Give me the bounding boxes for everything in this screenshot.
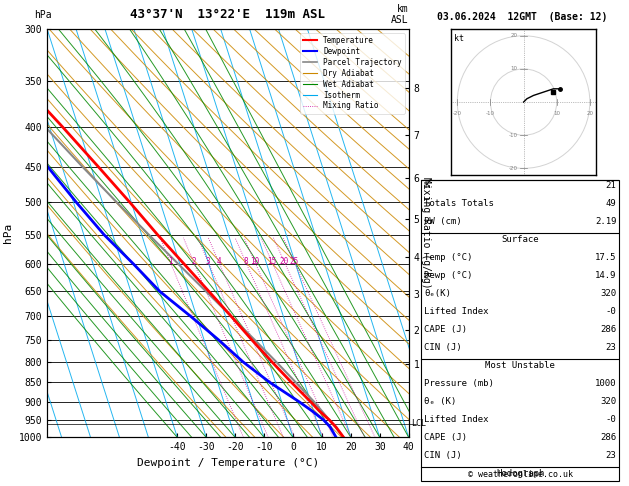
Text: K: K [425, 181, 430, 191]
Text: km
ASL: km ASL [391, 4, 409, 25]
Text: 03.06.2024  12GMT  (Base: 12): 03.06.2024 12GMT (Base: 12) [437, 12, 607, 22]
Text: PW (cm): PW (cm) [425, 217, 462, 226]
Text: 3: 3 [206, 257, 210, 266]
Text: 23: 23 [606, 343, 616, 352]
Text: Hodograph: Hodograph [496, 469, 545, 478]
Text: Pressure (mb): Pressure (mb) [425, 379, 494, 388]
Text: -0: -0 [606, 307, 616, 316]
Text: θₑ (K): θₑ (K) [425, 397, 457, 406]
Text: 43°37'N  13°22'E  119m ASL: 43°37'N 13°22'E 119m ASL [130, 8, 325, 21]
Text: 23: 23 [606, 451, 616, 460]
Text: 320: 320 [600, 397, 616, 406]
Text: 286: 286 [600, 433, 616, 442]
Text: 10: 10 [511, 67, 518, 71]
Y-axis label: Mixing Ratio (g/kg): Mixing Ratio (g/kg) [421, 177, 431, 289]
Text: -10: -10 [509, 133, 518, 138]
Text: CAPE (J): CAPE (J) [425, 325, 467, 334]
Text: 20: 20 [586, 111, 593, 116]
Text: 20: 20 [279, 257, 289, 266]
Text: 2.19: 2.19 [595, 217, 616, 226]
Text: CIN (J): CIN (J) [425, 343, 462, 352]
Text: 21: 21 [606, 181, 616, 191]
Text: Totals Totals: Totals Totals [425, 199, 494, 208]
Text: 15: 15 [267, 257, 276, 266]
Text: 14.9: 14.9 [595, 271, 616, 280]
Text: LCL: LCL [411, 419, 426, 428]
Text: 20: 20 [511, 33, 518, 38]
Y-axis label: hPa: hPa [3, 223, 13, 243]
Text: -10: -10 [486, 111, 495, 116]
Text: 10: 10 [554, 111, 560, 116]
Text: 17.5: 17.5 [595, 253, 616, 262]
Text: -20: -20 [453, 111, 462, 116]
Text: 10: 10 [250, 257, 259, 266]
Text: © weatheronline.co.uk: © weatheronline.co.uk [468, 469, 573, 479]
Text: 320: 320 [600, 289, 616, 298]
Text: Temp (°C): Temp (°C) [425, 253, 473, 262]
Text: Surface: Surface [501, 235, 539, 244]
Text: -20: -20 [509, 166, 518, 171]
Text: 286: 286 [600, 325, 616, 334]
Text: CIN (J): CIN (J) [425, 451, 462, 460]
Text: 2: 2 [191, 257, 196, 266]
Text: CAPE (J): CAPE (J) [425, 433, 467, 442]
Text: -0: -0 [606, 415, 616, 424]
Text: kt: kt [454, 34, 464, 43]
Legend: Temperature, Dewpoint, Parcel Trajectory, Dry Adiabat, Wet Adiabat, Isotherm, Mi: Temperature, Dewpoint, Parcel Trajectory… [300, 33, 405, 114]
Text: 4: 4 [216, 257, 221, 266]
Text: 25: 25 [289, 257, 299, 266]
Text: Dewp (°C): Dewp (°C) [425, 271, 473, 280]
X-axis label: Dewpoint / Temperature (°C): Dewpoint / Temperature (°C) [137, 458, 319, 468]
Text: Lifted Index: Lifted Index [425, 307, 489, 316]
Text: 8: 8 [243, 257, 248, 266]
Text: θₑ(K): θₑ(K) [425, 289, 452, 298]
Text: Most Unstable: Most Unstable [486, 361, 555, 370]
Text: 49: 49 [606, 199, 616, 208]
Text: hPa: hPa [35, 10, 52, 19]
Text: 1: 1 [168, 257, 172, 266]
Text: Lifted Index: Lifted Index [425, 415, 489, 424]
Text: 1000: 1000 [595, 379, 616, 388]
